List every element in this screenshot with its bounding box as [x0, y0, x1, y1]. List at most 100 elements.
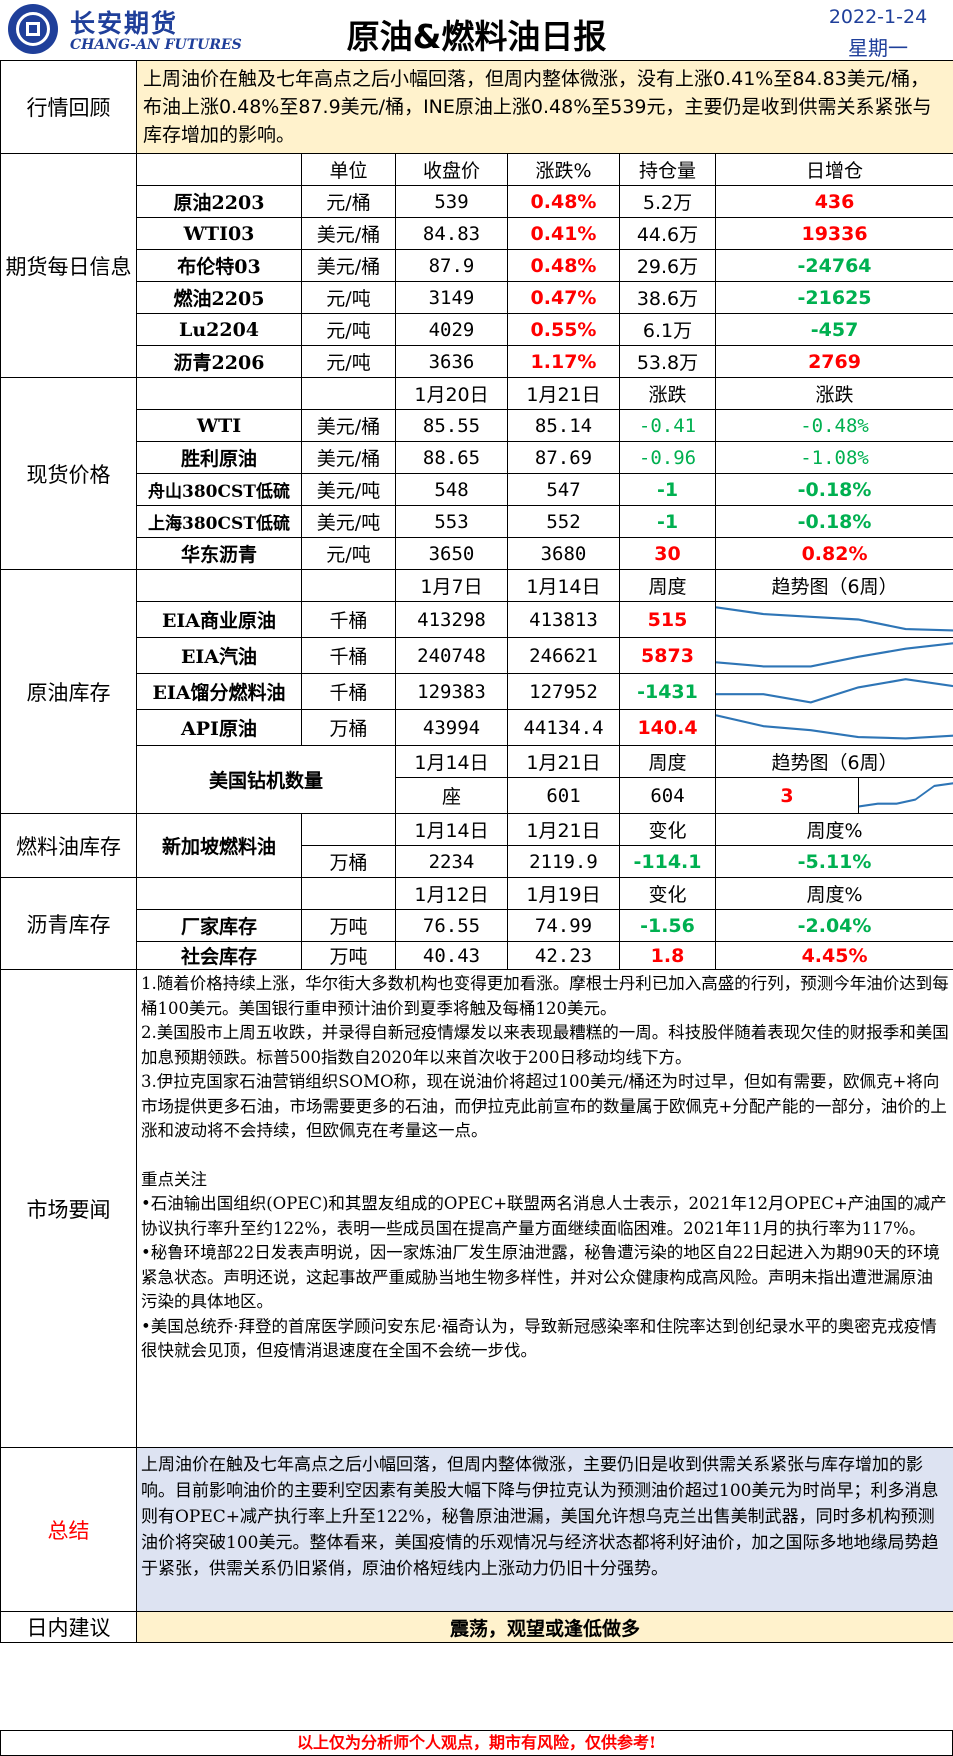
asphalt-header-blank [301, 877, 396, 910]
news-item: •美国总统乔·拜登的首席医学顾问安东尼·福奇认为，导致新冠感染率和住院率达到创纪… [141, 1316, 937, 1361]
change-pct-cell: -1.08% [714, 441, 953, 474]
contract-name: 燃油2205 [136, 281, 302, 314]
change-cell: -0.41 [619, 409, 716, 442]
futures-row: 燃油2205 元/吨 3149 0.47% 38.6万 -21625 [1, 281, 953, 314]
news-item: 2.美国股市上周五收跌，并录得自新冠疫情爆发以来表现最糟糕的一周。科技股伴随着表… [141, 1023, 949, 1067]
close-cell: 3636 [395, 345, 508, 378]
news-label: 市场要闻 [0, 969, 137, 1448]
trend-sparkline-cell [714, 709, 953, 746]
close-cell: 4029 [395, 313, 508, 346]
trend-sparkline-cell [714, 637, 953, 674]
daily-oi-change-cell: 19336 [714, 217, 953, 250]
summary-label: 总结 [0, 1447, 137, 1612]
trend-sparkline [716, 678, 953, 704]
value-cell: 43994 [395, 709, 508, 746]
column-header: 1月7日 [395, 569, 508, 602]
column-header: 日增仓 [714, 153, 953, 186]
unit-cell: 千桶 [301, 601, 396, 638]
inventory-name: 新加坡燃料油 [136, 813, 302, 878]
inventory-name: 社会库存 [136, 941, 302, 970]
value-cell: 240748 [395, 637, 508, 674]
price-cell: 88.65 [395, 441, 508, 474]
change-cell: 30 [619, 537, 716, 570]
summary-row: 总结 上周油价在触及七年高点之后小幅回落，但周内整体微涨，主要仍旧是收到供需关系… [0, 1447, 953, 1612]
trend-sparkline [716, 606, 953, 632]
news-item: •秘鲁环境部22日发表声明说，因一家炼油厂发生原油泄露，秘鲁遭污染的地区自22日… [141, 1243, 940, 1311]
unit-cell: 美元/桶 [301, 217, 396, 250]
price-cell: 3650 [395, 537, 508, 570]
daily-oi-change-cell: -24764 [714, 249, 953, 282]
unit-cell: 美元/桶 [301, 441, 396, 474]
close-cell: 87.9 [395, 249, 508, 282]
news-item: 1.随着价格持续上涨，华尔街大多数机构也变得更加看涨。摩根士丹利已加入高盛的行列… [141, 974, 949, 1018]
contract-name: 沥青2206 [136, 345, 302, 378]
news-body: 1.随着价格持续上涨，华尔街大多数机构也变得更加看涨。摩根士丹利已加入高盛的行列… [135, 969, 953, 1448]
column-header: 涨跌% [507, 153, 620, 186]
change-pct-cell: 0.47% [507, 281, 620, 314]
inventory-name: EIA馏分燃料油 [136, 673, 302, 710]
crude-inv-row: API原油 万桶 43994 44134.4 140.4 [1, 709, 953, 746]
futures-row: Lu2204 元/吨 4029 0.55% 6.1万 -457 [1, 313, 953, 346]
contract-name: 布伦特03 [136, 249, 302, 282]
value-cell: 76.55 [395, 909, 508, 942]
crude-inv-label: 原油库存 [0, 569, 137, 814]
open-interest-cell: 5.2万 [619, 185, 716, 218]
column-header: 变化 [619, 813, 716, 846]
close-cell: 3149 [395, 281, 508, 314]
summary-text: 上周油价在触及七年高点之后小幅回落，但周内整体微涨，主要仍旧是收到供需关系紧张与… [135, 1447, 953, 1612]
inventory-name: 厂家库存 [136, 909, 302, 942]
logo-ring-icon [16, 12, 50, 46]
close-cell: 539 [395, 185, 508, 218]
unit-cell: 万吨 [301, 941, 396, 970]
weekly-change-cell: -1431 [619, 673, 716, 710]
column-header: 单位 [301, 153, 396, 186]
spot-name: 胜利原油 [136, 441, 302, 474]
weekly-change-cell: 140.4 [619, 709, 716, 746]
value-cell: 129383 [395, 673, 508, 710]
column-header: 变化 [619, 877, 716, 910]
contract-name: Lu2204 [136, 313, 302, 346]
value-cell: 246621 [507, 637, 620, 674]
unit-cell: 美元/吨 [301, 473, 396, 506]
unit-cell: 万吨 [301, 909, 396, 942]
column-header: 1月21日 [507, 377, 620, 410]
change-pct-cell: -0.18% [714, 473, 953, 506]
asphalt-inv-header-row: 沥青库存 1月12日 1月19日 变化 周度% [0, 877, 953, 970]
crude-header-blank [301, 569, 396, 602]
fuel-inv-label: 燃料油库存 [0, 813, 137, 878]
change-pct-cell: 0.48% [507, 249, 620, 282]
column-header: 1月12日 [395, 877, 508, 910]
unit-cell: 元/吨 [301, 537, 396, 570]
spot-row: 上海380CST低硫 美元/吨 553 552 -1 -0.18% [1, 505, 953, 538]
rig-header-row: 美国钻机数量 1月14日 1月21日 周度 趋势图（6周） [1, 745, 953, 814]
spot-header-blank [136, 377, 302, 410]
crude-inv-row: EIA商业原油 千桶 413298 413813 515 [1, 601, 953, 638]
change-pct-cell: 0.48% [507, 185, 620, 218]
spot-row: WTI 美元/桶 85.55 85.14 -0.41 -0.48% [1, 409, 953, 442]
column-header: 趋势图（6周） [714, 569, 953, 602]
change-pct-cell: -0.18% [714, 505, 953, 538]
unit-cell: 元/吨 [301, 313, 396, 346]
spot-name: 华东沥青 [136, 537, 302, 570]
fuel-inv-row: 万桶 2234 2119.9 -114.1 -5.11% [1, 845, 953, 878]
price-cell: 553 [395, 505, 508, 538]
column-header: 收盘价 [395, 153, 508, 186]
column-header: 1月14日 [395, 745, 508, 778]
unit-cell: 美元/桶 [301, 249, 396, 282]
asphalt-inv-row: 厂家库存 万吨 76.55 74.99 -1.56 -2.04% [1, 909, 953, 942]
news-subheading: 重点关注 [141, 1169, 207, 1189]
asphalt-inv-row: 社会库存 万吨 40.43 42.23 1.8 4.45% [1, 941, 953, 970]
unit-cell: 元/吨 [301, 281, 396, 314]
spot-header-row: 现货价格 1月20日 1月21日 涨跌 涨跌 [0, 377, 953, 570]
column-header: 1月21日 [507, 813, 620, 846]
sparkline-series [716, 642, 953, 668]
spot-name: WTI [136, 409, 302, 442]
crude-inv-row: EIA馏分燃料油 千桶 129383 127952 -1431 [1, 673, 953, 710]
trend-sparkline [716, 714, 953, 740]
open-interest-cell: 53.8万 [619, 345, 716, 378]
spot-name: 上海380CST低硫 [136, 505, 302, 538]
change-cell: -1 [619, 505, 716, 538]
trend-sparkline-cell [714, 601, 953, 638]
change-pct-cell: 1.17% [507, 345, 620, 378]
column-header: 1月14日 [395, 813, 508, 846]
